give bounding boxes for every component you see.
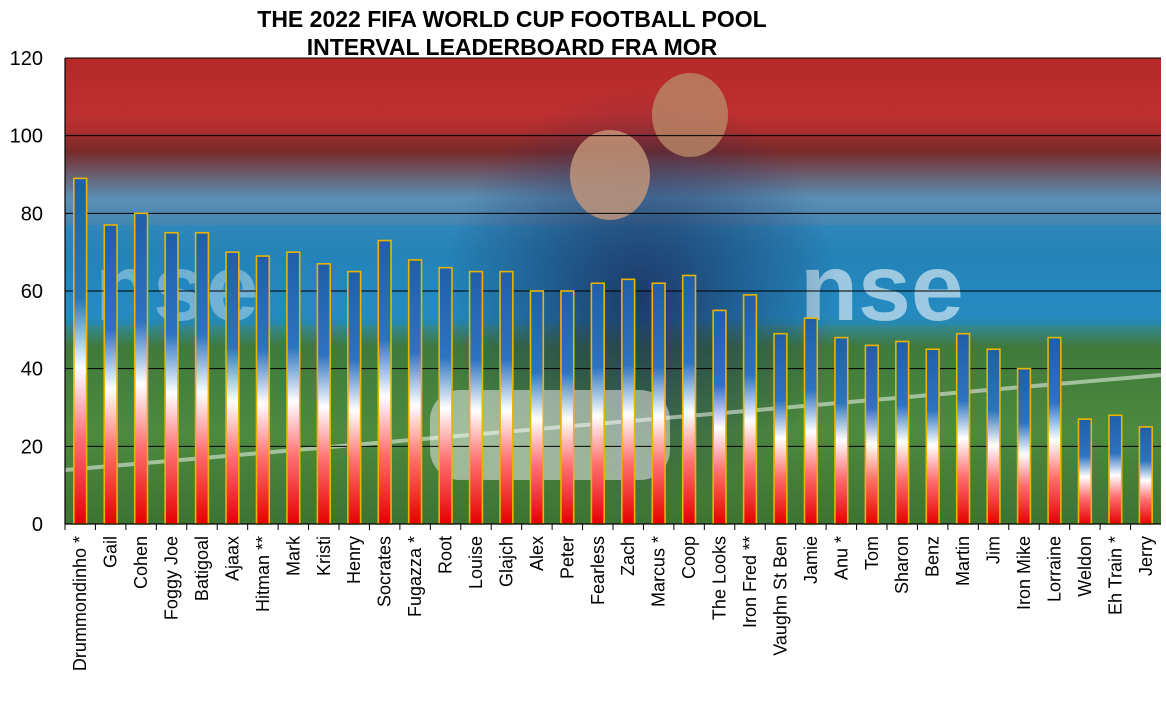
x-tick-label: Anu * (831, 536, 851, 580)
x-tick-label: Eh Train * (1105, 536, 1125, 615)
bar (681, 274, 697, 525)
bar (194, 231, 210, 525)
x-tick-label: Jamie (801, 536, 821, 584)
bar (773, 332, 788, 525)
bar (377, 239, 392, 525)
y-tick-label: 120 (10, 48, 43, 70)
y-axis: 0 20 40 60 80 100 120 (10, 48, 66, 536)
x-tick-label: Benz (923, 536, 943, 577)
bar (225, 251, 240, 525)
bar (834, 336, 849, 525)
bar (347, 270, 362, 525)
bar (1047, 336, 1062, 525)
bar (590, 282, 605, 525)
bar (316, 263, 331, 525)
x-tick-label: Weldon (1075, 536, 1095, 597)
x-tick-label: Sharon (892, 536, 912, 594)
x-tick-label: Socrates (375, 536, 395, 607)
x-tick-label: Coop (679, 536, 699, 579)
bar (803, 317, 819, 525)
bar (1138, 426, 1153, 525)
bar (468, 270, 484, 525)
chart-title-line-2: INTERVAL LEADERBOARD FRA MOR (307, 34, 718, 60)
x-tick-label: Tom (862, 536, 882, 570)
bar (133, 212, 149, 525)
x-tick-label: Fugazza * (405, 536, 425, 617)
bar (712, 309, 727, 525)
bar (621, 278, 636, 525)
bar (1108, 414, 1123, 525)
x-tick-label: Hitman ** (253, 536, 273, 612)
y-tick-label: 80 (21, 203, 43, 225)
y-tick-label: 60 (21, 281, 43, 303)
bar (103, 224, 118, 525)
bar (255, 255, 271, 525)
y-tick-label: 20 (21, 436, 43, 458)
x-tick-label: Jerry (1136, 536, 1156, 576)
x-tick-label: The Looks (710, 536, 730, 620)
x-tick-label: Batigoal (192, 536, 212, 601)
x-tick-label: Foggy Joe (162, 536, 182, 620)
x-tick-label: Vaughn St Ben (770, 536, 790, 656)
bar (1016, 367, 1032, 525)
x-tick-label: Lorraine (1044, 536, 1064, 602)
x-tick-label: Kristi (314, 536, 334, 576)
bar (438, 266, 453, 525)
bar (895, 340, 910, 525)
x-tick-label: Iron Fred ** (740, 536, 760, 628)
x-axis: Drummondinho * Gail Cohen Foggy Joe Batigoal… (64, 523, 1161, 671)
bar (560, 290, 575, 525)
x-tick-label: Henry (344, 536, 364, 584)
bar (73, 177, 88, 525)
chart-title-line-1: THE 2022 FIFA WORLD CUP FOOTBALL POOL (257, 6, 766, 32)
bar (407, 259, 423, 525)
bar (164, 231, 179, 525)
x-tick-label: Louise (466, 536, 486, 589)
bar (955, 332, 971, 525)
x-tick-label: Root (436, 536, 456, 574)
bar (742, 294, 758, 525)
y-tick-label: 100 (10, 126, 43, 148)
x-tick-label: Alex (527, 536, 547, 571)
bar (864, 344, 879, 525)
bar (499, 270, 514, 525)
x-tick-label: Ajaax (222, 536, 242, 581)
x-tick-label: Peter (557, 536, 577, 579)
x-tick-label: Zach (618, 536, 638, 576)
bar (529, 290, 545, 525)
x-tick-label: Iron Mike (1014, 536, 1034, 610)
y-tick-label: 40 (21, 359, 43, 381)
bar (986, 348, 1001, 525)
y-tick-label: 0 (32, 514, 43, 536)
x-tick-label: Glajch (496, 536, 516, 587)
x-tick-label: Cohen (131, 536, 151, 589)
x-tick-label: Gail (101, 536, 121, 568)
bar (651, 282, 666, 525)
x-tick-label: Marcus * (649, 536, 669, 607)
bar (1077, 418, 1093, 525)
x-tick-label: Mark (283, 535, 303, 576)
x-tick-label: Martin (953, 536, 973, 586)
x-tick-label: Drummondinho * (70, 536, 90, 671)
x-tick-label: Fearless (588, 536, 608, 605)
bar (925, 348, 940, 525)
bar (286, 251, 301, 525)
x-tick-label: Jim (984, 536, 1004, 564)
